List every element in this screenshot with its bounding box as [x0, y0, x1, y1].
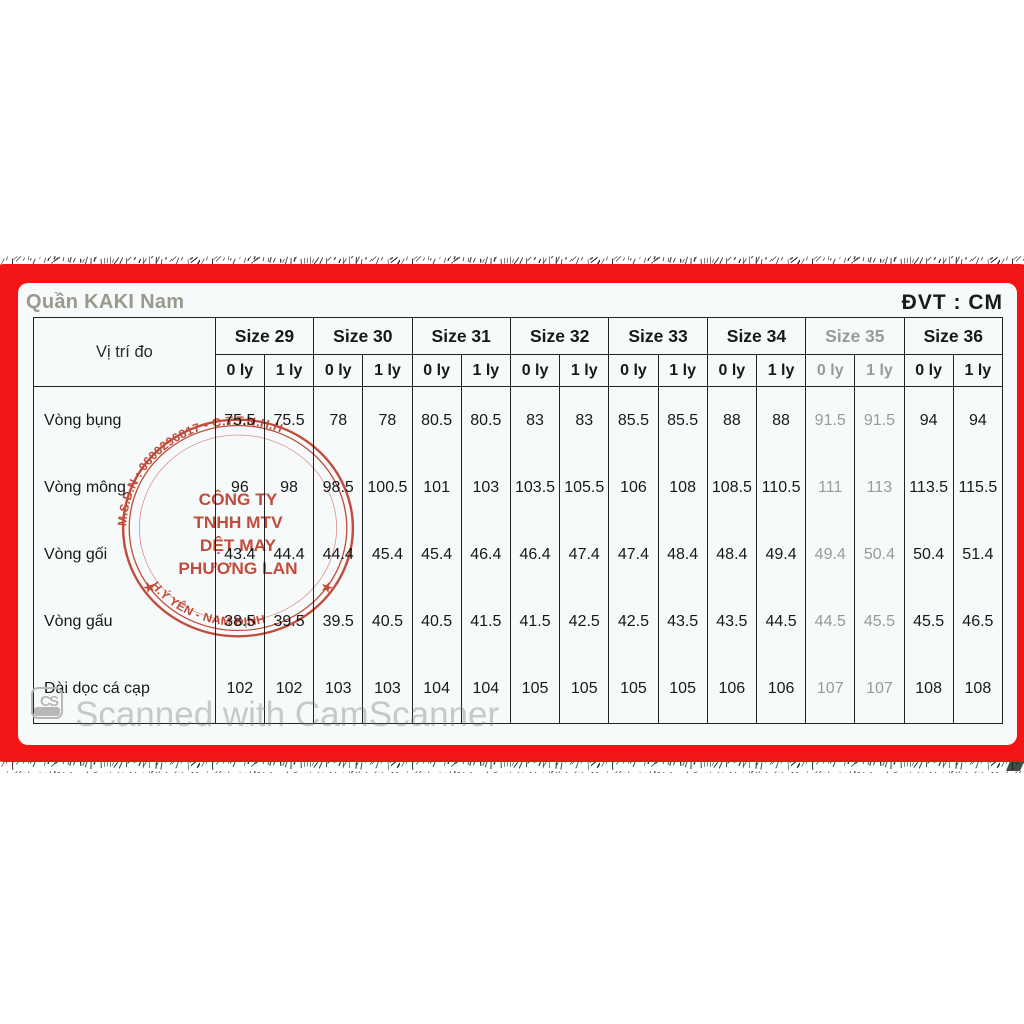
svg-text:TNHH MTV: TNHH MTV — [193, 513, 283, 531]
svg-text:S: S — [49, 693, 59, 710]
svg-text:DỆT MAY: DỆT MAY — [200, 536, 276, 554]
svg-text:H.Ý YÊN - NAM ĐỊNH: H.Ý YÊN - NAM ĐỊNH — [148, 579, 267, 629]
svg-text:PHƯƠNG LAN: PHƯƠNG LAN — [178, 559, 297, 577]
svg-text:CÔNG TY: CÔNG TY — [199, 490, 278, 508]
